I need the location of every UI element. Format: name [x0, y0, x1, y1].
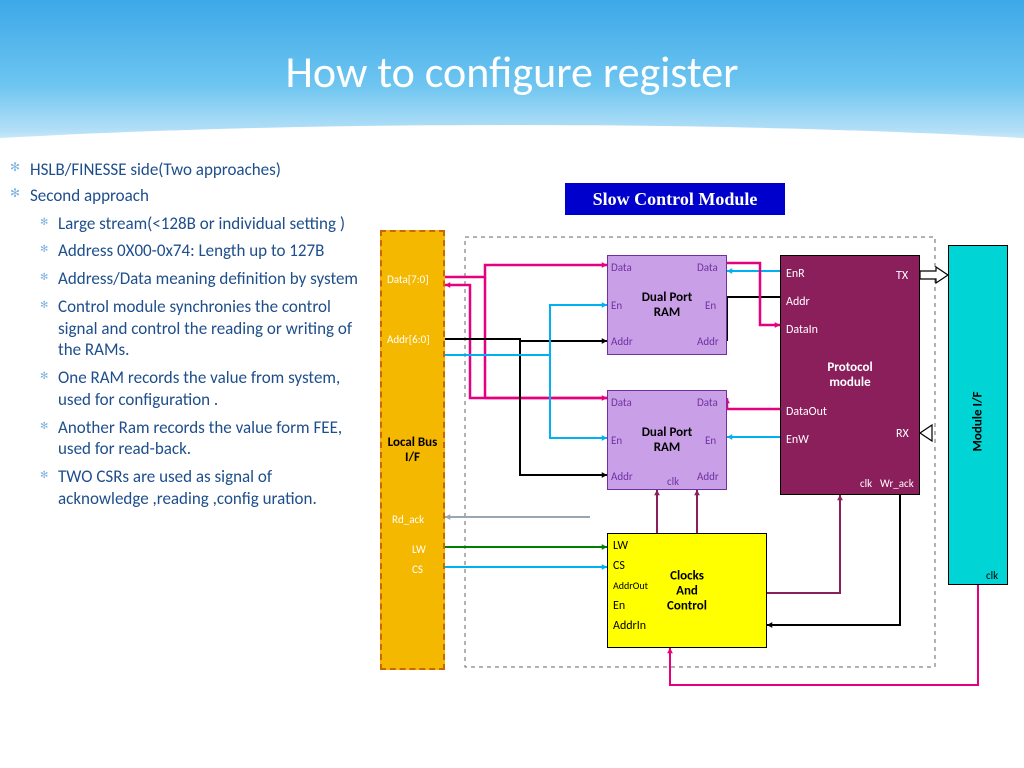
bullet-l2: Another Ram records the value form FEE, …	[8, 417, 362, 461]
block-protocol: Protocol module	[780, 255, 920, 495]
port-label: CS	[412, 563, 423, 576]
bullet-l1: Second approach	[8, 185, 362, 207]
slide-header: How to configure register	[0, 0, 1024, 155]
port-label: Data[7:0]	[387, 273, 429, 286]
port-label: Wr_ack	[880, 477, 914, 490]
port-label: Addr[6:0]	[387, 333, 430, 346]
port-label: AddrIn	[613, 619, 646, 633]
port-label: LW	[613, 539, 628, 553]
port-label: LW	[412, 543, 426, 556]
bullet-l1: HSLB/FINESSE side(Two approaches)	[8, 159, 362, 181]
bullet-l2: Address 0X00-0x74: Length up to 127B	[8, 240, 362, 262]
port-label: clk	[986, 569, 998, 582]
port-label: Addr	[697, 470, 719, 483]
block-module_if: Module I/F	[948, 245, 1008, 585]
slide-content: HSLB/FINESSE side(Two approaches) Second…	[0, 155, 1024, 735]
port-label: En	[611, 299, 622, 312]
port-label: Addr	[786, 295, 810, 309]
port-label: Addr	[697, 335, 719, 348]
bullet-l2: Control module synchronies the control s…	[8, 296, 362, 361]
port-label: TX	[896, 269, 908, 283]
port-label: Data	[611, 396, 632, 409]
port-label: clk	[667, 475, 679, 488]
port-label: En	[613, 599, 625, 613]
bullet-l2: Large stream(<128B or individual setting…	[8, 213, 362, 235]
port-label: DataOut	[786, 405, 827, 419]
block-diagram: Slow Control ModuleLocal Bus I/FDual Por…	[370, 155, 1024, 735]
port-label: EnW	[786, 433, 809, 447]
port-label: En	[705, 299, 716, 312]
port-label: Addr	[611, 335, 633, 348]
port-label: Data	[697, 396, 718, 409]
slide-title: How to configure register	[0, 0, 1024, 99]
block-localbus: Local Bus I/F	[380, 230, 445, 670]
bullet-l2: TWO CSRs are used as signal of acknowled…	[8, 466, 362, 510]
port-label: Addr	[611, 470, 633, 483]
bullet-list: HSLB/FINESSE side(Two approaches) Second…	[0, 155, 370, 735]
port-label: Data	[697, 261, 718, 274]
port-label: CS	[613, 559, 625, 573]
port-label: AddrOut	[613, 579, 648, 592]
port-label: En	[705, 434, 716, 447]
port-label: clk	[860, 477, 872, 490]
port-label: En	[611, 434, 622, 447]
port-label: RX	[896, 427, 909, 441]
port-label: EnR	[786, 267, 805, 281]
diagram-header: Slow Control Module	[565, 183, 785, 215]
port-label: DataIn	[786, 323, 818, 337]
port-label: Rd_ack	[392, 513, 424, 526]
port-label: Data	[611, 261, 632, 274]
bullet-l2: Address/Data meaning definition by syste…	[8, 268, 362, 290]
bullet-l2: One RAM records the value from system, u…	[8, 367, 362, 411]
